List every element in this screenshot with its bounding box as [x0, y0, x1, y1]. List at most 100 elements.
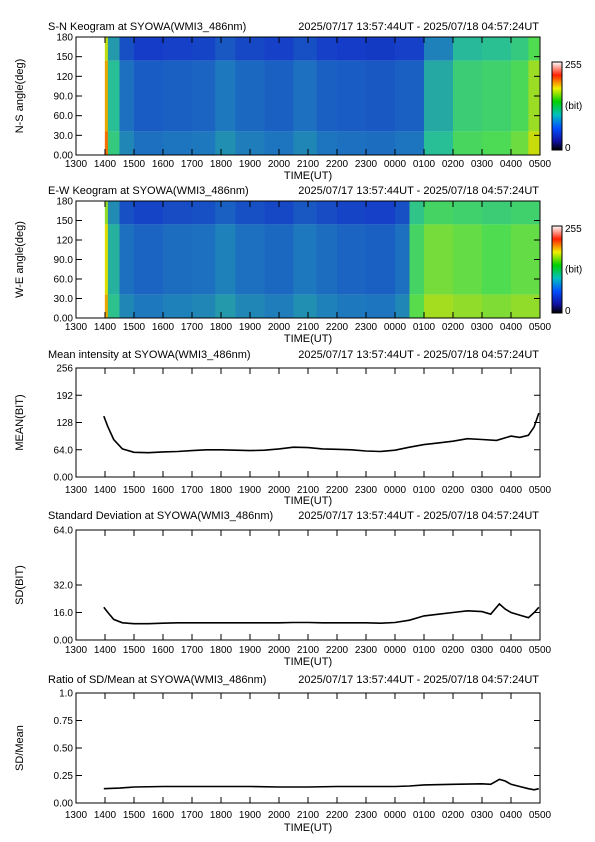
- x-tick-label: 2200: [326, 322, 349, 333]
- keogram-column-bottom: [293, 131, 318, 155]
- x-axis-label: TIME(UT): [284, 170, 332, 182]
- keogram-column-bottom: [293, 294, 318, 318]
- keogram-column-bottom: [103, 131, 109, 155]
- keogram-column-bottom: [134, 294, 164, 318]
- y-tick-label: 30.0: [54, 294, 74, 305]
- keogram-column: [511, 60, 529, 132]
- keogram-column-top: [107, 201, 121, 225]
- keogram-column-top: [424, 201, 454, 225]
- keogram-column-top: [215, 201, 237, 225]
- x-tick-label: 2100: [297, 159, 320, 170]
- x-tick-label: 1500: [123, 485, 146, 496]
- keogram-column-top: [316, 37, 338, 61]
- y-tick-label: 60.0: [54, 111, 74, 122]
- keogram-column-bottom: [215, 131, 237, 155]
- x-tick-label: 1500: [123, 322, 146, 333]
- x-tick-label: 1700: [181, 159, 204, 170]
- chart-title: E-W Keogram at SYOWA(WMI3_486nm): [48, 185, 249, 197]
- keogram-column-top: [119, 37, 135, 61]
- keogram-column-top: [337, 37, 367, 61]
- chart-title: Ratio of SD/Mean at SYOWA(WMI3_486nm): [48, 674, 266, 686]
- x-tick-label: 1800: [210, 322, 233, 333]
- keogram-column: [192, 60, 216, 132]
- keogram-column: [215, 60, 237, 132]
- y-tick-label: 128: [56, 418, 73, 429]
- colorbar-max: 255: [565, 60, 582, 71]
- keogram-column-bottom: [235, 294, 266, 318]
- keogram-column-bottom: [366, 294, 396, 318]
- keogram-column-bottom: [337, 294, 367, 318]
- x-tick-label: 0400: [500, 645, 523, 656]
- x-tick-label: 0200: [442, 322, 465, 333]
- keogram-column-top: [215, 37, 237, 61]
- x-tick-label: 0200: [442, 485, 465, 496]
- keogram-column: [107, 60, 121, 132]
- keogram-column-top: [511, 37, 529, 61]
- time-range: 2025/07/17 13:57:44UT - 2025/07/18 04:57…: [298, 349, 539, 361]
- x-tick-label: 1800: [210, 810, 233, 821]
- x-tick-label: 1600: [152, 485, 175, 496]
- x-tick-label: 2100: [297, 810, 320, 821]
- y-tick-label: 150: [56, 216, 73, 227]
- colorbar-min: 0: [565, 143, 571, 154]
- y-tick-label: 90.0: [54, 255, 74, 266]
- y-tick-label: 0.00: [54, 473, 74, 484]
- keogram-column-top: [395, 201, 411, 225]
- x-tick-label: 0500: [529, 810, 552, 821]
- y-axis-label: SD(BIT): [14, 565, 26, 605]
- keogram-column-bottom: [316, 131, 338, 155]
- keogram-column-bottom: [424, 131, 454, 155]
- keogram-column-top: [235, 37, 266, 61]
- x-tick-label: 0300: [471, 322, 494, 333]
- time-range: 2025/07/17 13:57:44UT - 2025/07/18 04:57…: [298, 510, 539, 522]
- colorbar-unit: (bit): [565, 265, 582, 276]
- keogram-column: [119, 60, 135, 132]
- keogram-column-bottom: [215, 294, 237, 318]
- keogram-column: [264, 60, 295, 132]
- x-tick-label: 2300: [355, 485, 378, 496]
- x-tick-label: 0000: [384, 159, 407, 170]
- x-tick-label: 1700: [181, 810, 204, 821]
- x-tick-label: 0100: [413, 485, 436, 496]
- keogram-column-top: [103, 201, 109, 225]
- x-tick-label: 2100: [297, 485, 320, 496]
- y-axis-label: SD/Mean: [14, 725, 26, 771]
- x-tick-label: 2200: [326, 485, 349, 496]
- x-tick-label: 1700: [181, 645, 204, 656]
- keogram-column-top: [264, 201, 295, 225]
- keogram-column-bottom: [107, 294, 121, 318]
- keogram-column-top: [366, 201, 396, 225]
- time-range: 2025/07/17 13:57:44UT - 2025/07/18 04:57…: [298, 21, 539, 33]
- x-tick-label: 0400: [500, 159, 523, 170]
- y-tick-label: 256: [56, 364, 73, 375]
- keogram-column: [528, 60, 540, 132]
- x-tick-label: 2300: [355, 645, 378, 656]
- keogram-column: [264, 224, 295, 295]
- y-axis-label: MEAN(BIT): [14, 394, 26, 450]
- keogram-column-bottom: [119, 294, 135, 318]
- x-tick-label: 1600: [152, 159, 175, 170]
- keogram-column-top: [482, 37, 512, 61]
- x-tick-label: 0300: [471, 485, 494, 496]
- x-tick-label: 0300: [471, 810, 494, 821]
- y-tick-label: 192: [56, 391, 73, 402]
- keogram-column-top: [316, 201, 338, 225]
- keogram-column: [192, 224, 216, 295]
- colorbar-min: 0: [565, 306, 571, 317]
- keogram-column-bottom: [528, 131, 540, 155]
- y-tick-label: 32.0: [54, 581, 74, 592]
- x-tick-label: 1500: [123, 810, 146, 821]
- x-tick-label: 0400: [500, 810, 523, 821]
- x-tick-label: 0200: [442, 810, 465, 821]
- x-tick-label: 1600: [152, 810, 175, 821]
- keogram-column-top: [395, 37, 425, 61]
- keogram-column-top: [511, 201, 540, 225]
- x-tick-label: 1300: [65, 810, 88, 821]
- x-tick-label: 1400: [94, 485, 117, 496]
- keogram-column: [482, 224, 512, 295]
- x-tick-label: 1900: [239, 645, 262, 656]
- y-tick-label: 0.00: [54, 151, 74, 162]
- y-tick-label: 90.0: [54, 92, 74, 103]
- x-tick-label: 0300: [471, 159, 494, 170]
- x-tick-label: 1500: [123, 645, 146, 656]
